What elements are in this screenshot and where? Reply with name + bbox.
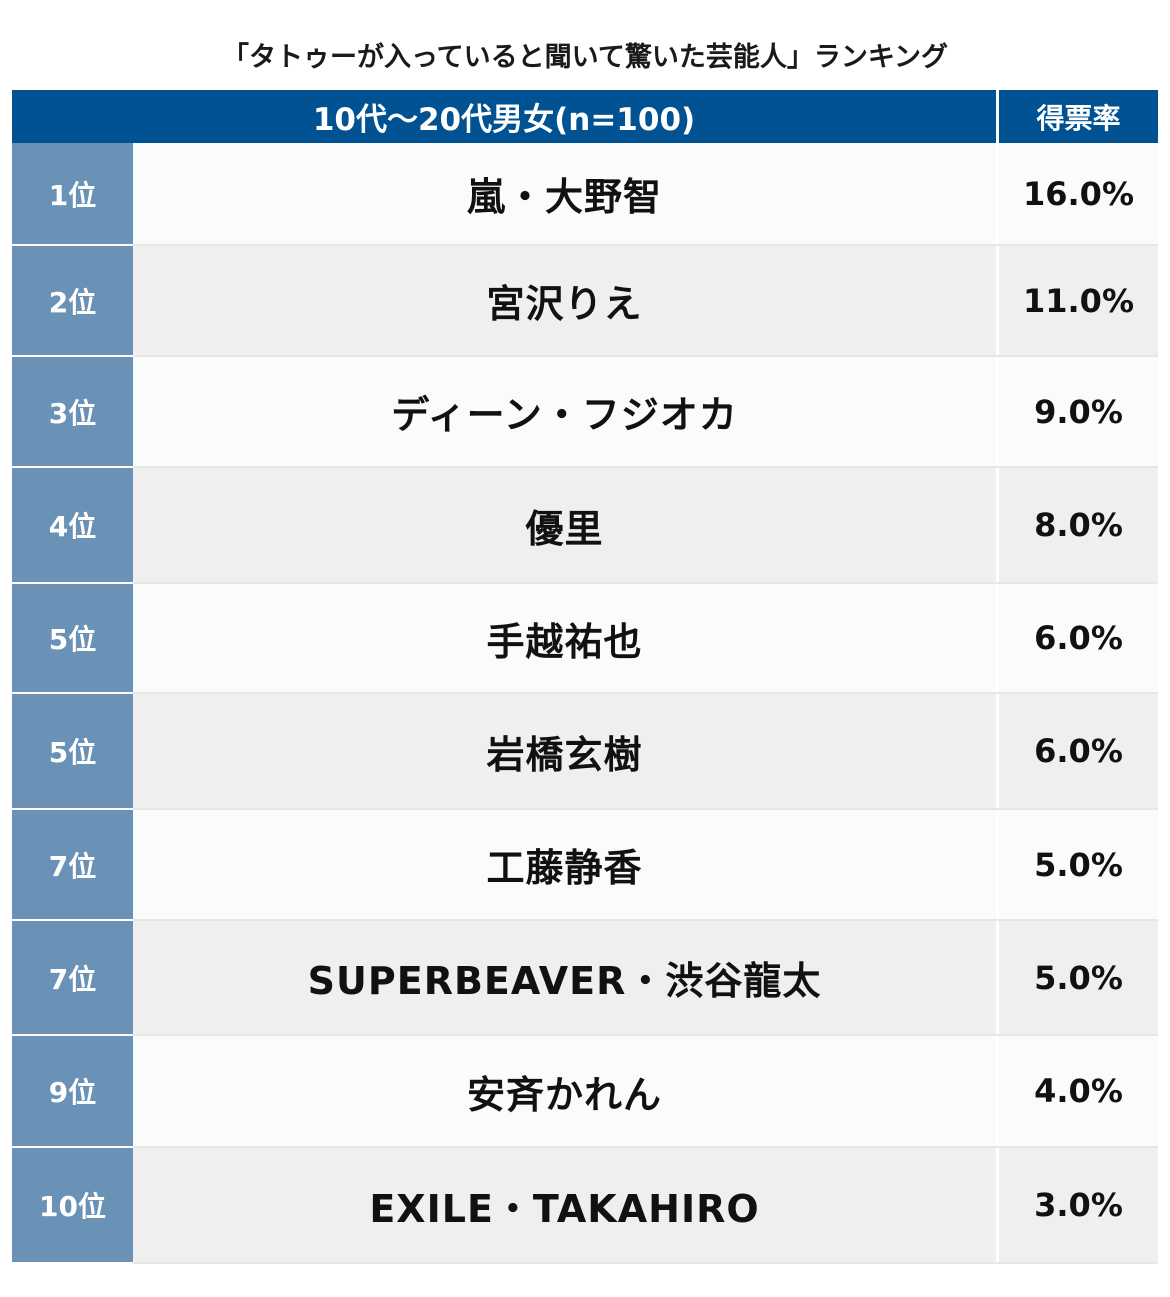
table-row: 10位 EXILE・TAKAHIRO 3.0% [12, 1148, 1158, 1264]
celebrity-name-cell: 嵐・大野智 [133, 143, 996, 244]
table-row: 5位 岩橋玄樹 6.0% [12, 694, 1158, 810]
celebrity-name-cell: 優里 [133, 468, 996, 582]
vote-rate-cell: 5.0% [999, 810, 1158, 919]
rank-cell: 5位 [12, 584, 133, 694]
vote-rate-cell: 5.0% [999, 921, 1158, 1034]
ranking-table: 10代〜20代男女(n=100) 得票率 1位 嵐・大野智 16.0% 2位 宮沢りえ 1… [12, 90, 1158, 1264]
table-body: 1位 嵐・大野智 16.0% 2位 宮沢りえ 11.0% 3位 ディーン・フジオカ 9.0% 4位… [12, 143, 1158, 1264]
vote-rate-cell: 9.0% [999, 357, 1158, 466]
vote-rate-cell: 4.0% [999, 1036, 1158, 1146]
table-row: 3位 ディーン・フジオカ 9.0% [12, 357, 1158, 468]
table-row: 2位 宮沢りえ 11.0% [12, 246, 1158, 357]
rank-cell: 7位 [12, 810, 133, 921]
table-row: 9位 安斉かれん 4.0% [12, 1036, 1158, 1148]
rank-cell: 1位 [12, 143, 133, 246]
vote-rate-cell: 11.0% [999, 246, 1158, 355]
vote-rate-cell: 3.0% [999, 1148, 1158, 1262]
table-row: 5位 手越祐也 6.0% [12, 584, 1158, 694]
celebrity-name-cell: SUPERBEAVER・渋谷龍太 [133, 921, 996, 1034]
table-row: 7位 工藤静香 5.0% [12, 810, 1158, 921]
table-header: 10代〜20代男女(n=100) 得票率 [12, 90, 1158, 143]
rank-cell: 4位 [12, 468, 133, 584]
rank-cell: 5位 [12, 694, 133, 810]
table-row: 4位 優里 8.0% [12, 468, 1158, 584]
vote-rate-cell: 6.0% [999, 584, 1158, 692]
celebrity-name-cell: 岩橋玄樹 [133, 694, 996, 808]
vote-rate-cell: 6.0% [999, 694, 1158, 808]
celebrity-name-cell: 安斉かれん [133, 1036, 996, 1146]
rank-cell: 9位 [12, 1036, 133, 1148]
group-header: 10代〜20代男女(n=100) [12, 90, 996, 143]
rate-header: 得票率 [999, 90, 1158, 143]
celebrity-name-cell: ディーン・フジオカ [133, 357, 996, 466]
rank-cell: 2位 [12, 246, 133, 357]
table-row: 1位 嵐・大野智 16.0% [12, 143, 1158, 246]
rank-cell: 3位 [12, 357, 133, 468]
celebrity-name-cell: 宮沢りえ [133, 246, 996, 355]
rank-cell: 10位 [12, 1148, 133, 1264]
celebrity-name-cell: EXILE・TAKAHIRO [133, 1148, 996, 1262]
celebrity-name-cell: 手越祐也 [133, 584, 996, 692]
rank-cell: 7位 [12, 921, 133, 1036]
table-row: 7位 SUPERBEAVER・渋谷龍太 5.0% [12, 921, 1158, 1036]
vote-rate-cell: 8.0% [999, 468, 1158, 582]
chart-title: 「タトゥーが入っていると聞いて驚いた芸能人」ランキング [221, 42, 949, 73]
vote-rate-cell: 16.0% [999, 143, 1158, 244]
celebrity-name-cell: 工藤静香 [133, 810, 996, 919]
